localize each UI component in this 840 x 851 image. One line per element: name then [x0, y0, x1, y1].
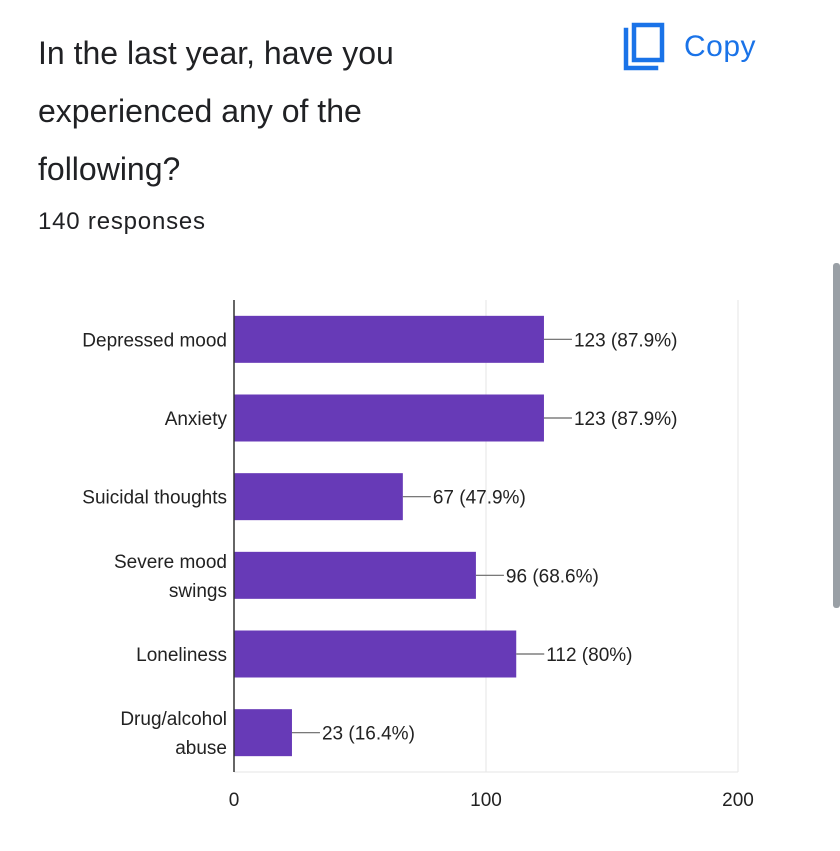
data-label: 112 (80%) — [546, 645, 632, 666]
response-count: 140 responses — [38, 208, 206, 235]
category-label: Severe mood — [114, 552, 227, 573]
x-tick-label: 100 — [470, 790, 502, 811]
question-title-line: In the last year, have you — [38, 35, 394, 71]
copy-button[interactable]: Copy — [622, 20, 756, 74]
bar — [234, 551, 476, 599]
bar — [234, 315, 544, 363]
bar — [234, 394, 544, 442]
data-label: 123 (87.9%) — [574, 330, 678, 351]
data-label: 123 (87.9%) — [574, 409, 678, 430]
category-label: Anxiety — [165, 409, 228, 430]
copy-icon — [623, 22, 665, 71]
scrollbar-thumb[interactable] — [833, 263, 840, 608]
chart-bars — [234, 315, 544, 757]
x-axis-ticks: 0 100 200 — [229, 790, 754, 811]
data-label: 23 (16.4%) — [322, 724, 415, 745]
x-tick-label: 0 — [229, 790, 240, 811]
x-tick-label: 200 — [722, 790, 754, 811]
question-title: In the last year, have you experienced a… — [38, 24, 508, 198]
chart-labels: Depressed mood 123 (87.9%) Anxiety 123 (87.… — [82, 330, 677, 759]
bar — [234, 473, 403, 521]
copy-label: Copy — [684, 30, 757, 63]
category-label: abuse — [175, 738, 227, 759]
category-label: Suicidal thoughts — [82, 488, 227, 509]
question-title-line: following? — [38, 151, 181, 187]
chart-leaders — [291, 338, 572, 734]
bar — [234, 709, 292, 757]
question-title-line: experienced any of the — [38, 93, 362, 129]
data-label: 67 (47.9%) — [433, 488, 526, 509]
category-label: Drug/alcohol — [120, 709, 227, 730]
category-label: Depressed mood — [82, 330, 227, 351]
chart-gridlines — [234, 300, 739, 773]
data-label: 96 (68.6%) — [506, 566, 599, 587]
category-label: swings — [169, 581, 227, 602]
category-label: Loneliness — [136, 645, 227, 666]
bar — [234, 630, 517, 678]
